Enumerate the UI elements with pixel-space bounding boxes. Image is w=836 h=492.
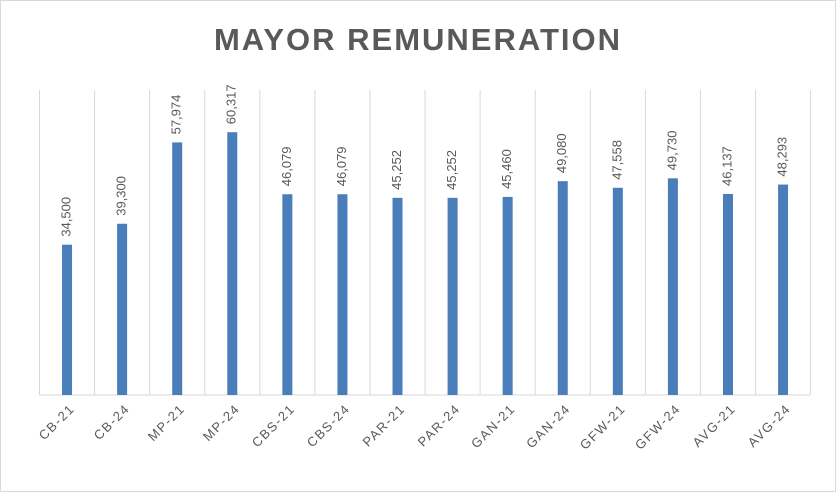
bar [172, 142, 183, 395]
data-label: 49,730 [664, 131, 679, 171]
data-label: 47,558 [609, 140, 624, 180]
bar [502, 196, 513, 395]
bar [557, 181, 568, 395]
data-label: 57,974 [169, 95, 184, 135]
data-label: 46,079 [279, 146, 294, 186]
bar [722, 193, 733, 395]
bar [62, 244, 73, 395]
data-label: 34,500 [58, 197, 73, 237]
bar [337, 194, 348, 395]
data-label: 45,252 [389, 150, 404, 190]
data-label: 49,080 [554, 133, 569, 173]
data-label: 48,293 [774, 137, 789, 177]
data-label: 46,079 [334, 146, 349, 186]
bar [447, 197, 458, 395]
bar [282, 194, 293, 395]
bar [667, 178, 678, 395]
bar [392, 197, 403, 395]
chart-title: MAYOR REMUNERATION [214, 22, 622, 57]
data-label: 45,460 [499, 149, 514, 189]
data-label: 39,300 [114, 176, 129, 216]
data-label: 60,317 [224, 84, 239, 124]
data-label: 45,252 [444, 150, 459, 190]
bar [227, 132, 238, 395]
bar [778, 184, 789, 395]
bar [612, 187, 623, 395]
bar [117, 223, 128, 395]
data-label: 46,137 [719, 146, 734, 186]
